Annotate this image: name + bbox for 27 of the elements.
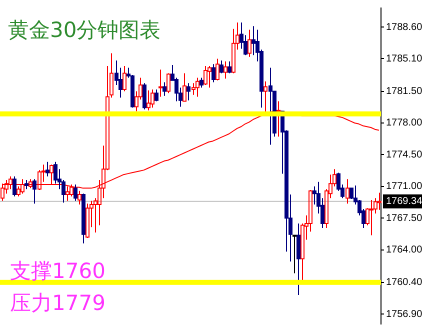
candlestick (224, 60, 228, 80)
candlestick (370, 199, 374, 236)
candlestick (146, 90, 150, 111)
y-tick-label: 1788.60 (386, 22, 422, 33)
y-tick-label: 1756.90 (386, 308, 422, 320)
candlestick (50, 164, 54, 186)
candlestick (248, 29, 252, 58)
y-tick-label: 1764.00 (386, 244, 422, 256)
ref-line-label: 1769.34 (386, 196, 422, 208)
y-tick-label: 1781.50 (386, 86, 422, 98)
y-tick-label: 1785.10 (386, 53, 422, 64)
candlestick (122, 65, 126, 92)
candlestick (346, 178, 350, 204)
annotation: 压力1779 (10, 290, 106, 317)
y-tick-label: 1767.50 (386, 212, 422, 224)
candlestick (158, 69, 162, 98)
candlestick (264, 80, 268, 114)
text: 黄金30分钟图表 (8, 17, 161, 44)
candlestick (378, 192, 382, 210)
y-tick-label: 1778.00 (386, 118, 422, 129)
y-tick-label: 1760.40 (386, 277, 422, 288)
candlestick (196, 77, 200, 98)
y-tick-label: 1771.00 (386, 181, 422, 192)
candlestick (182, 72, 186, 102)
annotation: 支撑1760 (10, 258, 106, 285)
y-tick-label: 1774.50 (386, 149, 422, 160)
candlestick (208, 65, 212, 88)
